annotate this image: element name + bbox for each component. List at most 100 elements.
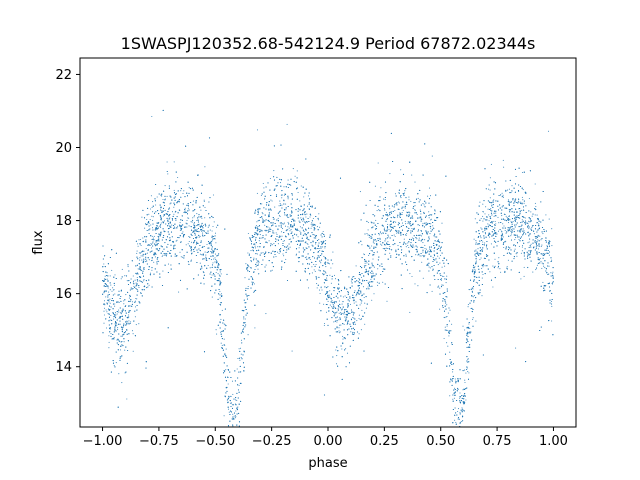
scatter-point [142, 237, 144, 239]
scatter-point [467, 358, 469, 360]
scatter-point [472, 296, 474, 298]
scatter-point [407, 244, 409, 247]
scatter-point [517, 211, 519, 213]
scatter-point [492, 220, 494, 222]
scatter-point [511, 230, 513, 232]
scatter-point [121, 382, 123, 384]
scatter-point [420, 213, 422, 215]
scatter-point [303, 231, 305, 233]
scatter-point [334, 278, 337, 280]
scatter-point [440, 279, 442, 281]
scatter-point [117, 294, 119, 296]
scatter-point [354, 312, 356, 314]
scatter-point [547, 130, 550, 132]
scatter-point [247, 285, 249, 288]
scatter-point [516, 255, 518, 257]
scatter-point [377, 268, 379, 270]
scatter-point [428, 187, 431, 189]
scatter-point [216, 333, 218, 335]
scatter-point [203, 245, 206, 248]
scatter-point [388, 228, 390, 231]
scatter-point [435, 259, 437, 261]
scatter-point [114, 303, 116, 305]
scatter-point [541, 253, 543, 255]
scatter-point [363, 296, 365, 299]
scatter-point [421, 261, 423, 263]
scatter-point [212, 225, 214, 228]
scatter-point [225, 348, 227, 350]
scatter-point [464, 379, 466, 381]
scatter-point [393, 234, 395, 236]
scatter-point [213, 221, 215, 223]
scatter-point [270, 199, 272, 201]
scatter-point [175, 240, 177, 242]
scatter-point [490, 243, 492, 245]
scatter-point [325, 311, 328, 313]
scatter-point [314, 224, 317, 226]
scatter-point [401, 222, 404, 224]
scatter-point [454, 387, 456, 389]
scatter-point [548, 218, 550, 220]
scatter-point [279, 200, 281, 202]
scatter-point [131, 288, 133, 291]
scatter-point [219, 297, 221, 299]
scatter-point [445, 308, 447, 310]
scatter-point [114, 293, 116, 295]
scatter-point [130, 321, 132, 323]
scatter-point [338, 327, 340, 329]
scatter-point [341, 303, 343, 305]
scatter-point [232, 393, 234, 395]
scatter-point [288, 227, 290, 229]
scatter-point [265, 264, 267, 266]
scatter-point [538, 223, 540, 225]
scatter-point [466, 361, 468, 363]
scatter-point [332, 251, 334, 253]
scatter-point [316, 287, 318, 289]
scatter-point [418, 224, 421, 226]
scatter-point [314, 270, 316, 272]
scatter-point [339, 324, 341, 326]
scatter-point [367, 286, 369, 288]
scatter-point [338, 300, 340, 302]
scatter-point [157, 235, 159, 238]
scatter-point [151, 206, 153, 208]
scatter-point [344, 295, 346, 297]
scatter-point [166, 161, 168, 163]
scatter-point [352, 300, 354, 302]
scatter-point [327, 291, 329, 293]
scatter-point [426, 264, 428, 266]
scatter-point [122, 309, 124, 311]
scatter-point [237, 357, 239, 360]
scatter-point [364, 302, 366, 304]
scatter-point [521, 202, 523, 204]
scatter-point [150, 247, 153, 249]
scatter-point [231, 404, 233, 406]
scatter-point [492, 286, 494, 288]
scatter-point [193, 216, 195, 218]
scatter-point [285, 215, 288, 217]
scatter-point [204, 217, 206, 219]
scatter-point [407, 222, 409, 225]
scatter-point [475, 320, 477, 322]
scatter-point [380, 243, 382, 245]
scatter-point [551, 228, 553, 230]
scatter-point [413, 227, 415, 229]
scatter-point [326, 277, 328, 279]
scatter-point [481, 277, 483, 279]
scatter-point [552, 271, 554, 273]
scatter-point [284, 225, 287, 227]
scatter-point [441, 275, 444, 277]
scatter-point [179, 251, 181, 253]
scatter-point [505, 247, 507, 249]
scatter-point [213, 258, 215, 260]
scatter-point [367, 281, 369, 283]
scatter-point [111, 269, 113, 271]
scatter-point [260, 194, 262, 196]
scatter-point [271, 244, 273, 246]
scatter-point [385, 211, 387, 213]
scatter-point [425, 248, 427, 250]
scatter-point [467, 304, 469, 306]
scatter-point [349, 303, 352, 305]
scatter-point [506, 266, 508, 268]
scatter-point [156, 196, 158, 198]
